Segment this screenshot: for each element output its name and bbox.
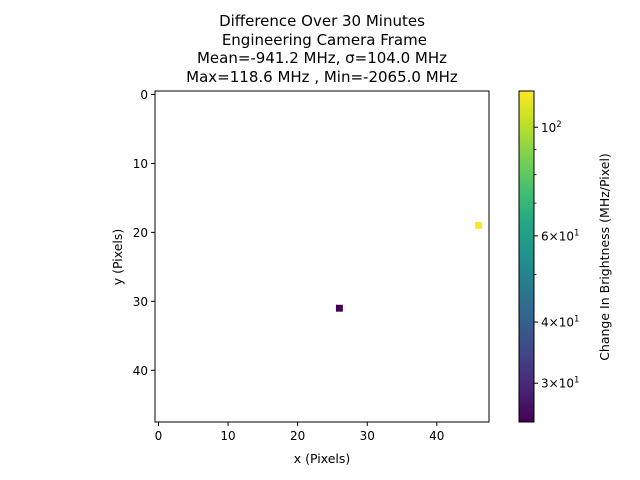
colorbar-tick-label-60: 6×101	[541, 228, 579, 243]
title-line-4: Max=118.6 MHz , Min=-2065.0 MHz	[186, 67, 458, 86]
y-tick-label-10: 10	[133, 157, 148, 171]
colorbar-tick-label-40: 4×101	[541, 315, 579, 330]
heatmap-pixel-1	[335, 304, 343, 312]
y-tick-label-20: 20	[133, 226, 148, 240]
plot-frame	[154, 90, 490, 423]
heatmap-pixel-0	[475, 222, 483, 229]
y-tick-label-30: 30	[133, 295, 148, 309]
y-tick-label-0: 0	[140, 88, 148, 102]
colorbar-tick-label-100: 102	[541, 120, 562, 135]
x-tick-label-20: 20	[290, 429, 305, 443]
title-line-3: Mean=-941.2 MHz, σ=104.0 MHz	[196, 49, 448, 67]
chart-title: Difference Over 30 Minutes Engineering C…	[0, 12, 640, 86]
colorbar	[518, 90, 535, 423]
colorbar-tick-label-30: 3×101	[541, 376, 579, 391]
title-line-2: Engineering Camera Frame	[217, 30, 427, 49]
colorbar-label: Change In Brightness (MHz/Pixel)	[597, 153, 612, 361]
y-axis-label: y (Pixels)	[110, 229, 125, 286]
x-tick-label-30: 30	[360, 429, 375, 443]
y-tick-label-40: 40	[133, 364, 148, 378]
x-tick-label-40: 40	[429, 429, 444, 443]
x-tick-label-0: 0	[155, 429, 163, 443]
title-line-1: Difference Over 30 Minutes	[219, 12, 425, 30]
x-axis-label: x (Pixels)	[294, 451, 351, 466]
x-tick-label-10: 10	[220, 429, 235, 443]
